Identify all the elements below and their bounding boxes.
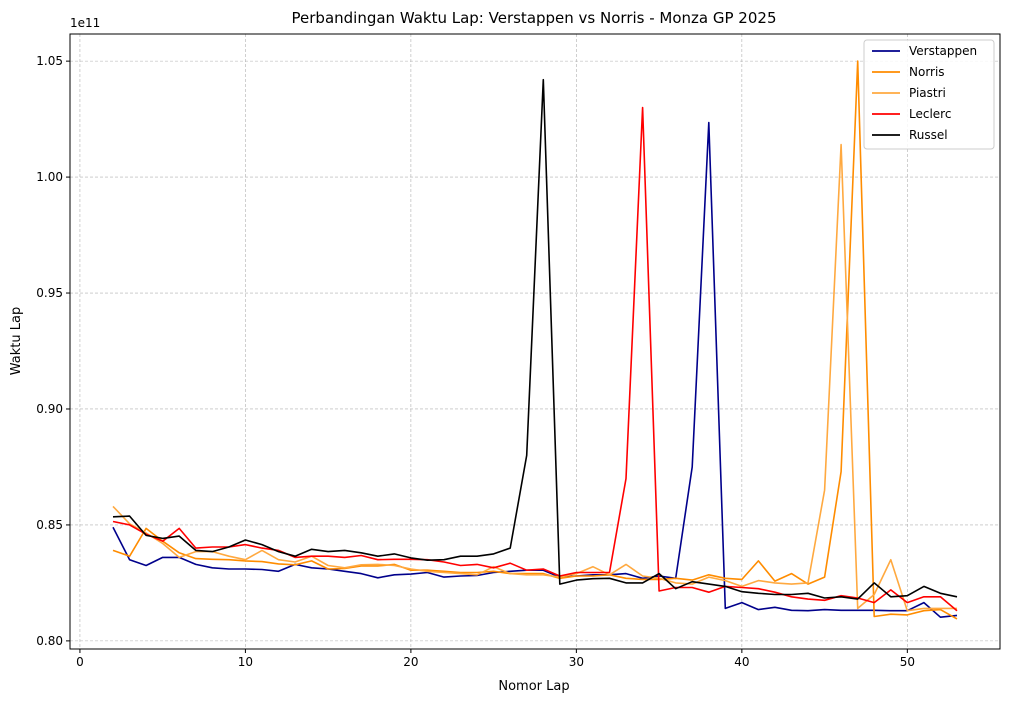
y-axis-label: Waktu Lap — [9, 307, 24, 375]
tick-layer: 0 10 20 30 40 50 0.80 0.85 0.90 0.95 1.00 1.05 — [36, 54, 915, 669]
legend-label: Norris — [909, 65, 945, 79]
y-tick-label: 1.00 — [36, 170, 63, 184]
legend: Verstappen Norris Piastri Leclerc Russel — [863, 39, 995, 150]
legend-label: Verstappen — [909, 44, 977, 58]
x-tick-label: 50 — [900, 655, 915, 669]
y-tick-label: 0.85 — [36, 518, 63, 532]
y-tick-label: 0.95 — [36, 286, 63, 300]
x-tick-label: 0 — [76, 655, 84, 669]
legend-label: Russel — [909, 128, 948, 142]
series-line-norris — [112, 60, 958, 620]
x-tick-label: 30 — [569, 655, 584, 669]
x-tick-label: 10 — [238, 655, 253, 669]
legend-box — [863, 39, 995, 150]
series-line-leclerc — [112, 106, 958, 612]
x-tick-label: 20 — [403, 655, 418, 669]
chart-title: Perbandingan Waktu Lap: Verstappen vs No… — [292, 9, 777, 27]
y-tick-label: 1.05 — [36, 54, 63, 68]
x-tick-label: 40 — [734, 655, 749, 669]
y-tick-label: 0.80 — [36, 634, 63, 648]
series-layer — [112, 60, 958, 620]
y-offset-label: 1e11 — [70, 16, 100, 30]
plot-frame — [69, 33, 1001, 650]
series-line-piastri — [112, 143, 957, 612]
series-line-russel — [112, 78, 958, 600]
legend-label: Leclerc — [909, 107, 951, 121]
x-axis-label: Nomor Lap — [498, 679, 569, 694]
legend-label: Piastri — [909, 86, 946, 100]
y-tick-label: 0.90 — [36, 402, 63, 416]
grid-layer — [70, 34, 1000, 649]
